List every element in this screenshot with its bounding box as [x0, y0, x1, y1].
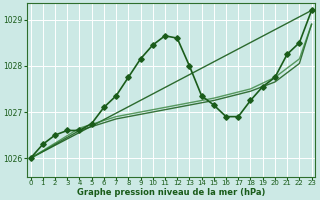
X-axis label: Graphe pression niveau de la mer (hPa): Graphe pression niveau de la mer (hPa)	[77, 188, 265, 197]
